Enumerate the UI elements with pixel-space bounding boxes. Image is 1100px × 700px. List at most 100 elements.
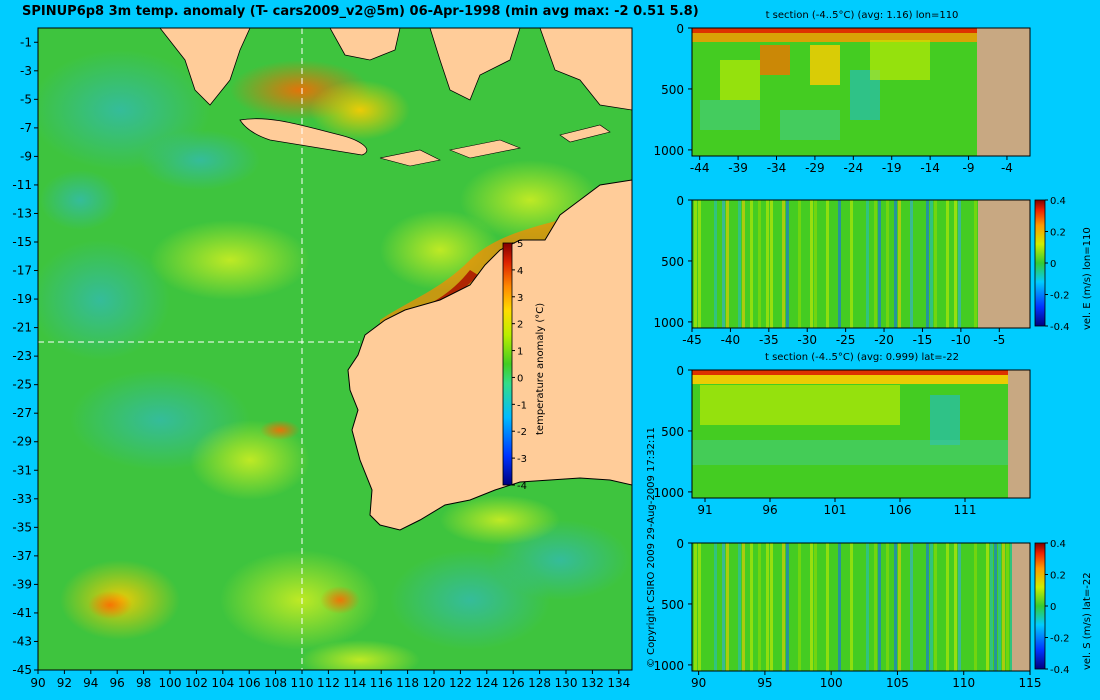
velocity-stripe bbox=[722, 200, 725, 328]
velocity-stripe bbox=[874, 200, 877, 328]
p1-y-tick-label: 500 bbox=[661, 83, 684, 97]
velocity-stripe bbox=[826, 543, 829, 671]
vel-e-colorbar-label: vel. E (m/s) lon=110 bbox=[1082, 227, 1093, 330]
vel-s-colorbar-tick-label: 0.4 bbox=[1050, 539, 1066, 550]
section-temp-lon: t section (-4..5°C) (avg: 1.16) lon=110 … bbox=[653, 10, 1031, 175]
p4-field bbox=[692, 543, 1030, 671]
velocity-stripe bbox=[878, 200, 881, 328]
map-y-tick-label: -3 bbox=[20, 64, 32, 78]
velocity-stripe bbox=[722, 543, 725, 671]
p1-x-tick-label: -34 bbox=[767, 161, 787, 175]
map-y-tick-label: -45 bbox=[12, 663, 32, 677]
vel-e-colorbar-tick-label: 0 bbox=[1050, 259, 1056, 270]
p4-x-tick-label: 110 bbox=[952, 676, 975, 690]
velocity-stripe bbox=[814, 200, 817, 328]
p2-x-tick-label: -25 bbox=[836, 333, 856, 347]
velocity-stripe bbox=[886, 543, 889, 671]
map-x-tick-label: 124 bbox=[475, 676, 498, 690]
velocity-stripe bbox=[786, 543, 789, 671]
p2-x-tick-label: -35 bbox=[759, 333, 779, 347]
velocity-stripe bbox=[930, 200, 933, 328]
map-colorbar-tick-label: -4 bbox=[517, 481, 527, 492]
map-x-tick-label: 106 bbox=[238, 676, 261, 690]
map-x-tick-label: 120 bbox=[423, 676, 446, 690]
p4-y-tick-label: 500 bbox=[661, 598, 684, 612]
map-y-tick-label: -1 bbox=[20, 35, 32, 49]
map-x-tick-label: 132 bbox=[581, 676, 604, 690]
velocity-stripe bbox=[694, 200, 697, 328]
map-y-tick-label: -23 bbox=[12, 349, 32, 363]
map-frame bbox=[37, 27, 633, 671]
velocity-stripe bbox=[1006, 543, 1009, 671]
page-title: SPINUP6p8 3m temp. anomaly (T- cars2009_… bbox=[22, 4, 699, 19]
map-x-tick-label: 96 bbox=[110, 676, 125, 690]
velocity-stripe bbox=[926, 200, 929, 328]
vel-s-colorbar-tick-label: 0.2 bbox=[1050, 571, 1066, 582]
velocity-stripe bbox=[958, 200, 961, 328]
p2-x-tick-label: -40 bbox=[721, 333, 741, 347]
p1-x-tick-label: -19 bbox=[882, 161, 902, 175]
map-y-tick-label: -17 bbox=[12, 264, 32, 278]
map-x-tick-label: 126 bbox=[502, 676, 525, 690]
vel-e-colorbar-tick-label: -0.2 bbox=[1050, 291, 1070, 302]
map-colorbar-tick-label: -3 bbox=[517, 454, 527, 465]
velocity-stripe bbox=[770, 543, 773, 671]
velocity-stripe bbox=[850, 200, 853, 328]
p4-y-tick-label: 0 bbox=[676, 537, 684, 551]
velocity-stripe bbox=[714, 200, 717, 328]
p1-x-tick-label: -44 bbox=[690, 161, 710, 175]
p2-x-tick-label: -20 bbox=[874, 333, 894, 347]
vel-e-colorbar bbox=[1034, 199, 1046, 327]
velocity-stripe bbox=[930, 543, 933, 671]
section-temp-lat-title: t section (-4..5°C) (avg: 0.999) lat=-22 bbox=[765, 352, 959, 363]
map-colorbar-label: temperature anomaly (°C) bbox=[535, 303, 546, 435]
map-x-tick-label: 90 bbox=[30, 676, 45, 690]
map-x-tick-label: 104 bbox=[211, 676, 234, 690]
map-x-tick-label: 116 bbox=[370, 676, 393, 690]
map-y-tick-label: -37 bbox=[12, 549, 32, 563]
p2-y-tick-label: 500 bbox=[661, 255, 684, 269]
velocity-stripe bbox=[698, 200, 701, 328]
velocity-stripe bbox=[814, 543, 817, 671]
map-y-tick-label: -5 bbox=[20, 92, 32, 106]
velocity-stripe bbox=[974, 200, 977, 328]
p2-field bbox=[692, 200, 1030, 328]
map-x-tick-label: 128 bbox=[528, 676, 551, 690]
velocity-stripe bbox=[786, 200, 789, 328]
p3-x-tick-label: 106 bbox=[889, 503, 912, 517]
p4-x-tick-label: 95 bbox=[757, 676, 772, 690]
section-vel-s: 90 95 100 105 110 115 0 500 1000 0.4 0.2 0 -0.2 -0.4… bbox=[653, 537, 1093, 690]
velocity-stripe bbox=[990, 543, 993, 671]
map-x-tick-label: 112 bbox=[317, 676, 340, 690]
velocity-stripe bbox=[894, 543, 897, 671]
velocity-stripe bbox=[726, 200, 729, 328]
map-y-tick-label: -11 bbox=[12, 178, 32, 192]
map-colorbar-tick-label: 2 bbox=[517, 320, 523, 331]
p4-y-tick-label: 1000 bbox=[653, 659, 684, 673]
velocity-stripe bbox=[798, 200, 801, 328]
velocity-stripe bbox=[838, 200, 841, 328]
map-y-tick-label: -33 bbox=[12, 492, 32, 506]
p1-x-tick-label: -9 bbox=[963, 161, 975, 175]
p1-x-tick-label: -14 bbox=[920, 161, 940, 175]
velocity-stripe bbox=[810, 200, 813, 328]
p3-y-tick-label: 0 bbox=[676, 364, 684, 378]
vel-s-colorbar bbox=[1034, 542, 1046, 670]
velocity-stripe bbox=[954, 543, 957, 671]
velocity-stripe bbox=[742, 200, 745, 328]
map-x-tick-label: 94 bbox=[83, 676, 98, 690]
velocity-stripe bbox=[946, 543, 949, 671]
velocity-stripe bbox=[998, 543, 1001, 671]
p4-land bbox=[1012, 543, 1030, 671]
velocity-stripe bbox=[1002, 543, 1005, 671]
p1-land bbox=[977, 28, 1030, 156]
map-x-tick-label: 100 bbox=[159, 676, 182, 690]
map-y-axis: -1 -3 -5 -7 -9 -11 -13 -15 -17 -19 -21 -23 -25 -27 -29… bbox=[12, 35, 38, 677]
velocity-stripe bbox=[694, 543, 697, 671]
velocity-stripe bbox=[946, 200, 949, 328]
vel-e-colorbar-tick-label: 0.2 bbox=[1050, 228, 1066, 239]
p1-x-tick-label: -29 bbox=[805, 161, 825, 175]
map-colorbar-tick-label: 0 bbox=[517, 373, 523, 384]
velocity-stripe bbox=[742, 543, 745, 671]
map-x-tick-label: 114 bbox=[343, 676, 366, 690]
